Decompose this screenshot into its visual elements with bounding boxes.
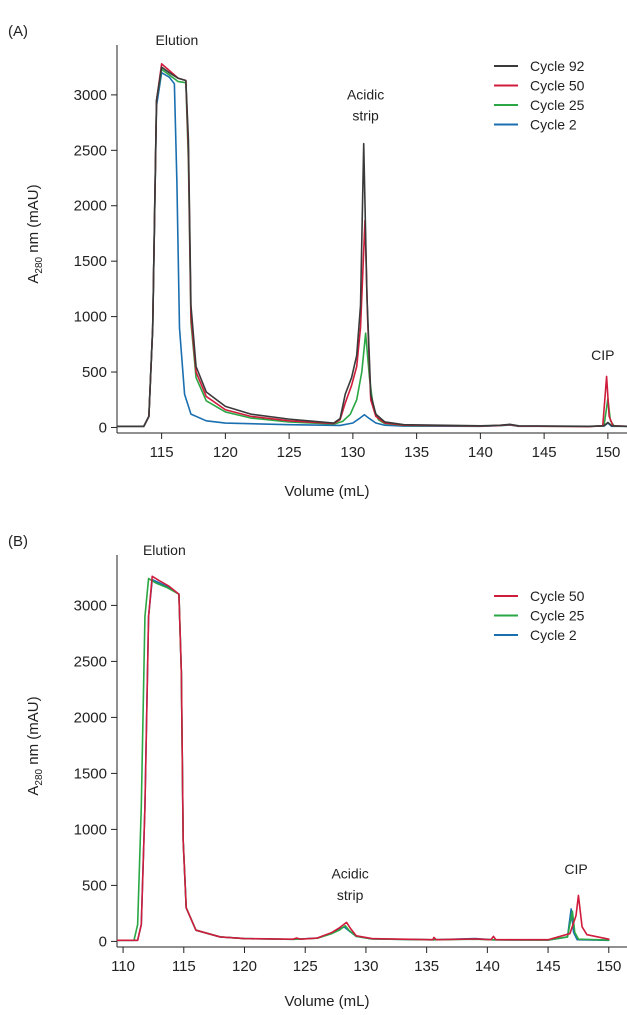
y-tick-label: 0: [99, 933, 107, 950]
trace-cycle-50: [117, 575, 610, 942]
x-tick-label: 125: [293, 958, 318, 975]
x-tick-label: 130: [353, 958, 378, 975]
y-tick-label: 2500: [74, 142, 107, 159]
y-tick-label: 500: [82, 877, 107, 894]
legend-label: Cycle 50: [530, 78, 585, 94]
legend-label: Cycle 50: [530, 588, 585, 604]
x-tick-label: 150: [595, 444, 620, 461]
x-tick-label: 130: [340, 444, 365, 461]
chart-panel-b: (B) 0 500 1000 1500 2000 2500 3000 110 115 120 125 1…: [8, 533, 627, 1010]
y-tick-label: 2000: [74, 198, 107, 215]
y-tick-label: 500: [82, 364, 107, 381]
y-axis-title-subscript: 280: [34, 768, 45, 785]
y-axis-title-rest: nm (mAU): [25, 696, 42, 769]
traces-group: [117, 575, 610, 942]
annotation-label: CIP: [591, 347, 614, 363]
panel-label: (A): [8, 23, 28, 40]
x-tick-label: 120: [213, 444, 238, 461]
y-axis-title-subscript: 280: [34, 256, 45, 273]
x-axis-title: Volume (mL): [284, 993, 369, 1010]
y-axis-title: A280 nm (mAU): [25, 184, 45, 283]
x-tick-label: 110: [111, 958, 135, 975]
y-axis-title: A280 nm (mAU): [25, 696, 45, 795]
annotation-label: strip: [337, 887, 364, 903]
legend-label: Cycle 25: [530, 97, 585, 113]
annotation-label: Acidic: [331, 866, 368, 882]
x-tick-label: 135: [404, 444, 429, 461]
y-tick-label: 3000: [74, 87, 107, 104]
x-tick-label: 115: [172, 958, 196, 975]
x-tick-label: 140: [475, 958, 500, 975]
y-tick-label: 0: [99, 419, 107, 436]
legend: Cycle 50 Cycle 25 Cycle 2: [494, 588, 585, 643]
annotation-label: Acidic: [347, 86, 384, 102]
annotation-label: CIP: [564, 861, 587, 877]
annotation-label: Elution: [143, 542, 186, 558]
traces-group: [117, 63, 627, 428]
x-axis-title: Volume (mL): [284, 483, 369, 500]
y-tick-label: 1000: [74, 821, 107, 838]
trace-cycle-92: [117, 66, 627, 428]
y-tick-label: 1500: [74, 253, 107, 270]
annotation-label: Elution: [156, 32, 199, 48]
chart-panel-a: (A) 0 500 1000 1500 2000 2500 3000 115 120 125 130 1…: [8, 23, 627, 500]
y-tick-label: 2500: [74, 653, 107, 670]
panel-label: (B): [8, 533, 28, 550]
x-tick-label: 145: [532, 444, 557, 461]
y-axis-title-main: A: [25, 274, 42, 284]
legend-label: Cycle 92: [530, 58, 585, 74]
y-tick-label: 2000: [74, 709, 107, 726]
x-tick-label: 145: [536, 958, 561, 975]
x-tick-label: 135: [414, 958, 439, 975]
legend: Cycle 92 Cycle 50 Cycle 25 Cycle 2: [494, 58, 585, 133]
y-axis-title-rest: nm (mAU): [25, 184, 42, 257]
y-tick-label: 3000: [74, 597, 107, 614]
y-tick-label: 1000: [74, 309, 107, 326]
x-tick-label: 140: [468, 444, 493, 461]
x-tick-label: 120: [232, 958, 257, 975]
x-tick-label: 150: [596, 958, 621, 975]
x-tick-label: 115: [150, 444, 174, 461]
y-axis-title-main: A: [25, 786, 42, 796]
annotation-label: strip: [352, 107, 379, 123]
y-tick-label: 1500: [74, 765, 107, 782]
legend-label: Cycle 2: [530, 627, 577, 643]
x-tick-label: 125: [277, 444, 302, 461]
legend-label: Cycle 25: [530, 608, 585, 624]
legend-label: Cycle 2: [530, 117, 577, 133]
